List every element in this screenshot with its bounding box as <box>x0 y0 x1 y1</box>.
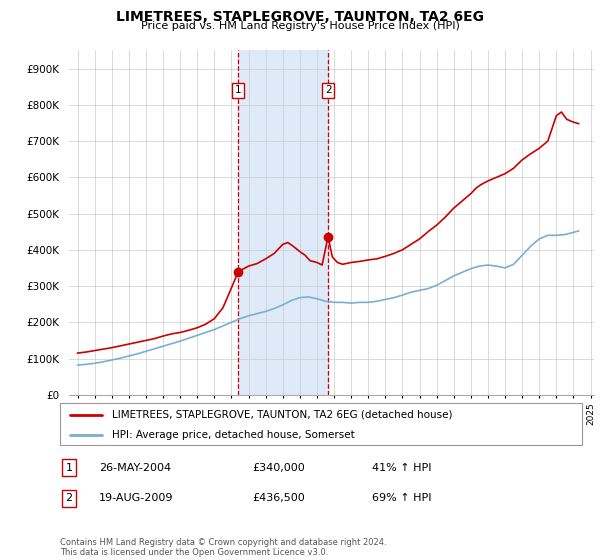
Text: Contains HM Land Registry data © Crown copyright and database right 2024.
This d: Contains HM Land Registry data © Crown c… <box>60 538 386 557</box>
Text: 19-AUG-2009: 19-AUG-2009 <box>99 493 173 503</box>
Text: £340,000: £340,000 <box>252 463 305 473</box>
Text: 1: 1 <box>65 463 73 473</box>
Text: LIMETREES, STAPLEGROVE, TAUNTON, TA2 6EG: LIMETREES, STAPLEGROVE, TAUNTON, TA2 6EG <box>116 10 484 24</box>
Text: 41% ↑ HPI: 41% ↑ HPI <box>372 463 431 473</box>
Text: Price paid vs. HM Land Registry's House Price Index (HPI): Price paid vs. HM Land Registry's House … <box>140 21 460 31</box>
Text: 2: 2 <box>325 85 331 95</box>
Text: £436,500: £436,500 <box>252 493 305 503</box>
Text: 26-MAY-2004: 26-MAY-2004 <box>99 463 171 473</box>
Text: 1: 1 <box>235 85 242 95</box>
Text: HPI: Average price, detached house, Somerset: HPI: Average price, detached house, Some… <box>112 430 355 440</box>
Text: 69% ↑ HPI: 69% ↑ HPI <box>372 493 431 503</box>
Text: 2: 2 <box>65 493 73 503</box>
Bar <box>238 50 328 395</box>
Text: LIMETREES, STAPLEGROVE, TAUNTON, TA2 6EG (detached house): LIMETREES, STAPLEGROVE, TAUNTON, TA2 6EG… <box>112 410 453 420</box>
